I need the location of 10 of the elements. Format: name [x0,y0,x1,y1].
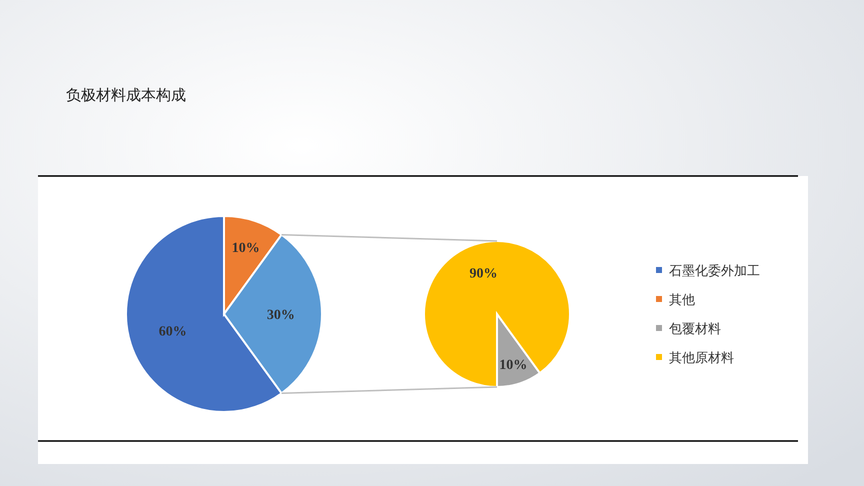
data-label: 30% [266,308,295,323]
data-label: 10% [232,240,260,256]
legend-label: 其他原材料 [669,351,734,366]
data-label: 10% [499,358,528,373]
data-label: 60% [158,324,187,340]
legend-label: 其他 [669,293,695,308]
legend-label: 石墨化委外加工 [669,264,760,279]
data-label: 90% [469,266,498,282]
legend-label: 包覆材料 [669,322,721,337]
chart-title: 负极材料成本构成 [66,87,186,104]
